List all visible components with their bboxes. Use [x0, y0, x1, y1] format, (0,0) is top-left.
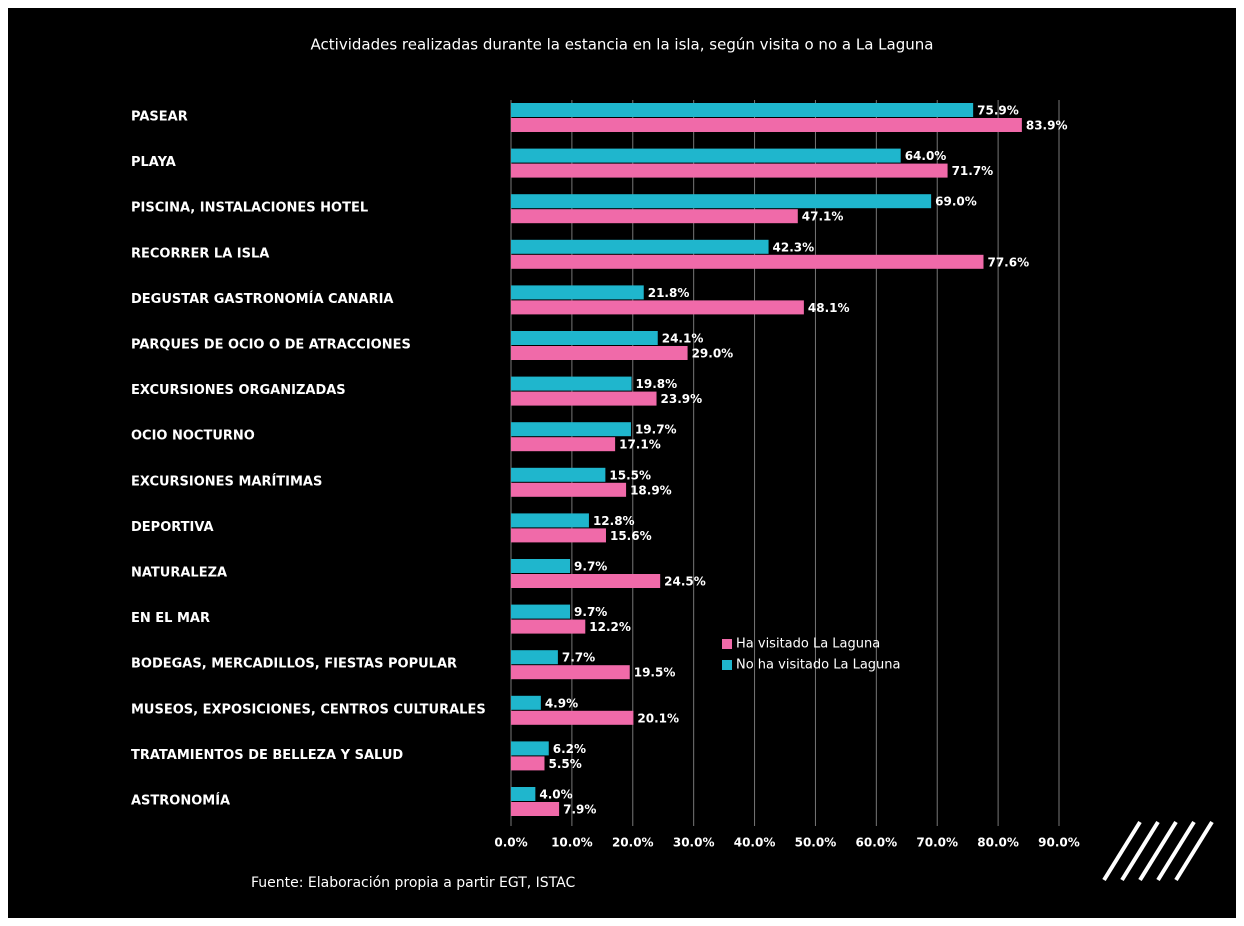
x-tick-label: 40.0% [734, 836, 776, 850]
bar [511, 194, 932, 209]
value-label: 23.9% [661, 392, 703, 406]
value-label: 21.8% [648, 286, 690, 300]
value-label: 6.2% [553, 742, 586, 756]
background [8, 8, 1236, 918]
bar [511, 787, 536, 801]
value-label: 9.7% [574, 560, 607, 574]
value-label: 12.2% [589, 620, 631, 634]
value-label: 71.7% [952, 164, 994, 178]
bar [511, 239, 769, 254]
value-label: 19.8% [636, 377, 678, 391]
category-label: MUSEOS, EXPOSICIONES, CENTROS CULTURALES [131, 702, 486, 717]
category-label: DEPORTIVA [131, 520, 214, 535]
chart-title: Actividades realizadas durante la estanc… [311, 36, 934, 54]
category-label: ASTRONOMÍA [131, 793, 230, 809]
bar [511, 710, 634, 725]
legend-label: No ha visitado La Laguna [736, 658, 901, 673]
legend-label: Ha visitado La Laguna [736, 637, 880, 652]
x-tick-label: 80.0% [977, 836, 1019, 850]
bar [511, 103, 974, 117]
bar [511, 513, 589, 528]
bar [511, 391, 657, 406]
value-label: 15.6% [610, 529, 652, 543]
value-label: 4.9% [545, 696, 578, 710]
bar [511, 619, 586, 634]
value-label: 83.9% [1026, 119, 1068, 133]
category-label: PISCINA, INSTALACIONES HOTEL [131, 201, 368, 216]
value-label: 15.5% [609, 468, 651, 482]
bar [511, 163, 948, 178]
category-label: EXCURSIONES MARÍTIMAS [131, 473, 322, 489]
x-tick-label: 0.0% [494, 836, 527, 850]
value-label: 24.1% [662, 332, 704, 346]
value-label: 64.0% [905, 149, 947, 163]
value-label: 4.0% [539, 788, 572, 802]
value-label: 69.0% [935, 195, 977, 209]
value-label: 7.7% [562, 651, 595, 665]
category-label: BODEGAS, MERCADILLOS, FIESTAS POPULAR [131, 657, 457, 672]
value-label: 9.7% [574, 605, 607, 619]
bar [511, 574, 661, 588]
value-label: 29.0% [692, 347, 734, 361]
value-label: 20.1% [637, 711, 679, 725]
category-label: RECORRER LA ISLA [131, 246, 269, 261]
x-tick-label: 60.0% [856, 836, 898, 850]
bar [511, 148, 901, 163]
bar [511, 254, 984, 269]
value-label: 17.1% [619, 438, 661, 452]
legend-swatch [722, 639, 732, 649]
category-label: DEGUSTAR GASTRONOMÍA CANARIA [131, 291, 393, 307]
value-label: 19.5% [634, 666, 676, 680]
bar [511, 695, 541, 710]
bar [511, 741, 549, 756]
category-label: EXCURSIONES ORGANIZADAS [131, 383, 346, 398]
bar [511, 209, 798, 224]
x-tick-label: 20.0% [612, 836, 654, 850]
value-label: 5.5% [548, 757, 581, 771]
legend-swatch [722, 660, 732, 670]
value-label: 48.1% [808, 301, 850, 315]
bar [511, 346, 688, 360]
bar [511, 422, 631, 437]
x-tick-label: 50.0% [795, 836, 837, 850]
source: Fuente: Elaboración propia a partir EGT,… [251, 875, 575, 891]
value-label: 42.3% [773, 240, 815, 254]
bar [511, 559, 571, 573]
bar [511, 665, 630, 680]
category-label: PLAYA [131, 155, 176, 170]
value-label: 77.6% [987, 255, 1029, 269]
category-label: EN EL MAR [131, 611, 210, 626]
bar [511, 650, 558, 665]
category-label: TRATAMIENTOS DE BELLEZA Y SALUD [131, 748, 403, 763]
bar [511, 376, 632, 391]
value-label: 24.5% [664, 575, 706, 589]
category-label: OCIO NOCTURNO [131, 429, 255, 444]
bar [511, 285, 644, 300]
value-label: 18.9% [630, 483, 672, 497]
x-tick-label: 90.0% [1038, 836, 1080, 850]
bar [511, 437, 616, 452]
bar [511, 482, 627, 497]
x-tick-label: 30.0% [673, 836, 715, 850]
bar [511, 118, 1022, 132]
category-label: NATURALEZA [131, 566, 227, 581]
value-label: 12.8% [593, 514, 635, 528]
value-label: 19.7% [635, 423, 677, 437]
bar [511, 528, 606, 543]
bar [511, 604, 571, 619]
decoration [1102, 820, 1214, 882]
bar [511, 802, 560, 816]
bar [511, 756, 545, 771]
category-label: PASEAR [131, 110, 188, 125]
value-label: 47.1% [802, 210, 844, 224]
x-tick-label: 10.0% [551, 836, 593, 850]
x-tick-label: 70.0% [916, 836, 958, 850]
value-label: 7.9% [563, 803, 596, 817]
category-label: PARQUES DE OCIO O DE ATRACCIONES [131, 338, 411, 353]
bar [511, 467, 606, 482]
bar [511, 300, 804, 315]
bar [511, 331, 658, 345]
value-label: 75.9% [977, 104, 1019, 118]
